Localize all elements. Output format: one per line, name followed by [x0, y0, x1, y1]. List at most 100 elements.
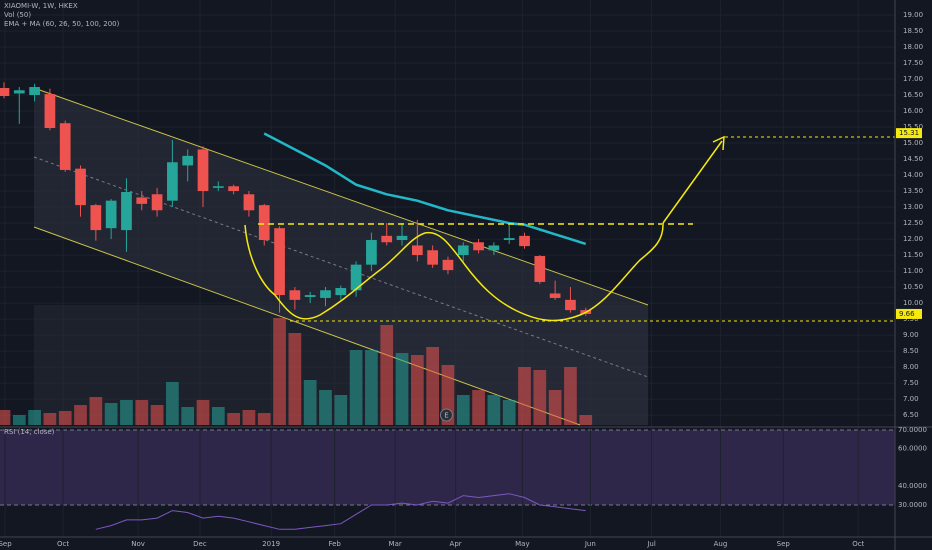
candle-body	[151, 194, 163, 211]
candle-body	[503, 238, 515, 241]
candle-body	[320, 290, 331, 298]
volume-bar	[349, 350, 363, 425]
rsi-tick-label: 40.0000	[898, 482, 927, 490]
volume-bar	[135, 400, 149, 425]
y-tick-label: 7.00	[903, 395, 919, 403]
candle-body	[519, 235, 530, 247]
price-tag-label: 9.66	[899, 310, 915, 318]
y-tick-label: 7.50	[903, 379, 919, 387]
x-tick-label: Mar	[389, 540, 402, 548]
y-tick-label: 11.50	[903, 251, 923, 259]
candle-body	[197, 149, 209, 192]
y-tick-label: 16.00	[903, 107, 923, 115]
volume-bar	[533, 370, 547, 425]
volume-bar	[334, 395, 348, 425]
y-tick-label: 18.00	[903, 43, 923, 51]
x-tick-label: Nov	[131, 540, 145, 548]
volume-bar	[74, 405, 87, 425]
candle-body	[136, 197, 148, 204]
volume-bar	[502, 400, 516, 425]
candle-body	[59, 123, 71, 170]
event-label: E	[444, 412, 448, 420]
ema-label: EMA + MA (60, 26, 50, 100, 200)	[4, 20, 120, 28]
candle-body	[75, 168, 86, 206]
candle-body	[121, 192, 132, 231]
y-tick-label: 12.00	[903, 235, 923, 243]
candle-body	[274, 228, 285, 296]
price-tag-label: 15.31	[899, 129, 919, 137]
volume-bar	[472, 390, 485, 425]
y-tick-label: 8.00	[903, 363, 919, 371]
x-tick-label: Aug	[714, 540, 728, 548]
candle-body	[289, 290, 301, 300]
candle-body	[258, 205, 270, 241]
rsi-tick-label: 30.0000	[898, 501, 927, 509]
candle-body	[105, 200, 117, 229]
y-tick-label: 18.50	[903, 27, 923, 35]
volume-bar	[227, 413, 240, 425]
candle-body	[182, 155, 194, 166]
y-tick-label: 19.00	[903, 11, 923, 19]
y-tick-label: 13.50	[903, 187, 923, 195]
candle-body	[396, 235, 408, 241]
candle-body	[212, 186, 224, 188]
volume-bar	[0, 410, 11, 425]
y-tick-label: 14.00	[903, 171, 923, 179]
y-tick-label: 14.50	[903, 155, 923, 163]
volume-bar	[564, 367, 577, 425]
y-tick-label: 15.50	[903, 123, 923, 131]
y-tick-label: 17.00	[903, 75, 923, 83]
x-tick-label: Apr	[450, 540, 462, 548]
volume-bar	[288, 333, 302, 425]
volume-bar	[166, 382, 179, 425]
candle-body	[13, 90, 25, 94]
rsi-tick-label: 60.0000	[898, 445, 927, 453]
volume-bar	[303, 380, 317, 425]
rsi-band	[0, 430, 895, 505]
volume-bar	[487, 395, 501, 425]
volume-bar	[456, 395, 470, 425]
volume-bar	[150, 405, 164, 425]
volume-bar	[104, 403, 118, 425]
volume-bar	[196, 400, 210, 425]
volume-bar	[58, 411, 72, 425]
x-tick-label: May	[515, 540, 529, 548]
volume-bar	[518, 367, 531, 425]
y-tick-label: 9.00	[903, 331, 919, 339]
price-tag	[896, 308, 922, 319]
y-tick-label: 17.50	[903, 59, 923, 67]
volume-bar	[120, 400, 133, 425]
x-tick-label: Sep	[0, 540, 12, 548]
y-tick-label: 8.50	[903, 347, 919, 355]
volume-bar	[548, 390, 562, 425]
volume-bar	[380, 325, 394, 425]
candle-body	[381, 235, 393, 243]
candle-body	[167, 162, 178, 201]
volume-bar	[43, 413, 57, 425]
volume-bar	[89, 397, 103, 425]
x-tick-label: Oct	[852, 540, 864, 548]
x-tick-label: Dec	[193, 540, 207, 548]
chart-title: XIAOMI-W, 1W, HKEX	[4, 2, 78, 10]
y-tick-label: 11.00	[903, 267, 923, 275]
candle-body	[90, 205, 102, 231]
x-tick-label: Feb	[328, 540, 341, 548]
volume-bar	[12, 415, 26, 425]
candle-body	[0, 88, 10, 97]
price-tag	[896, 128, 922, 139]
ema-line	[263, 132, 587, 246]
arrow-head	[712, 135, 725, 151]
candle-body	[44, 94, 56, 129]
volume-bar	[579, 415, 593, 425]
rsi-label: RSI (14, close)	[4, 428, 55, 436]
y-tick-label: 10.00	[903, 299, 923, 307]
x-tick-label: Sep	[777, 540, 791, 548]
channel-lower	[33, 226, 581, 426]
candle-body	[427, 250, 439, 265]
candle-body	[442, 259, 454, 271]
candle-body	[29, 87, 40, 96]
rsi-tick-label: 70.0000	[898, 426, 927, 434]
y-tick-label: 15.00	[903, 139, 923, 147]
x-tick-label: Jun	[584, 540, 596, 548]
channel-mid	[33, 156, 649, 378]
